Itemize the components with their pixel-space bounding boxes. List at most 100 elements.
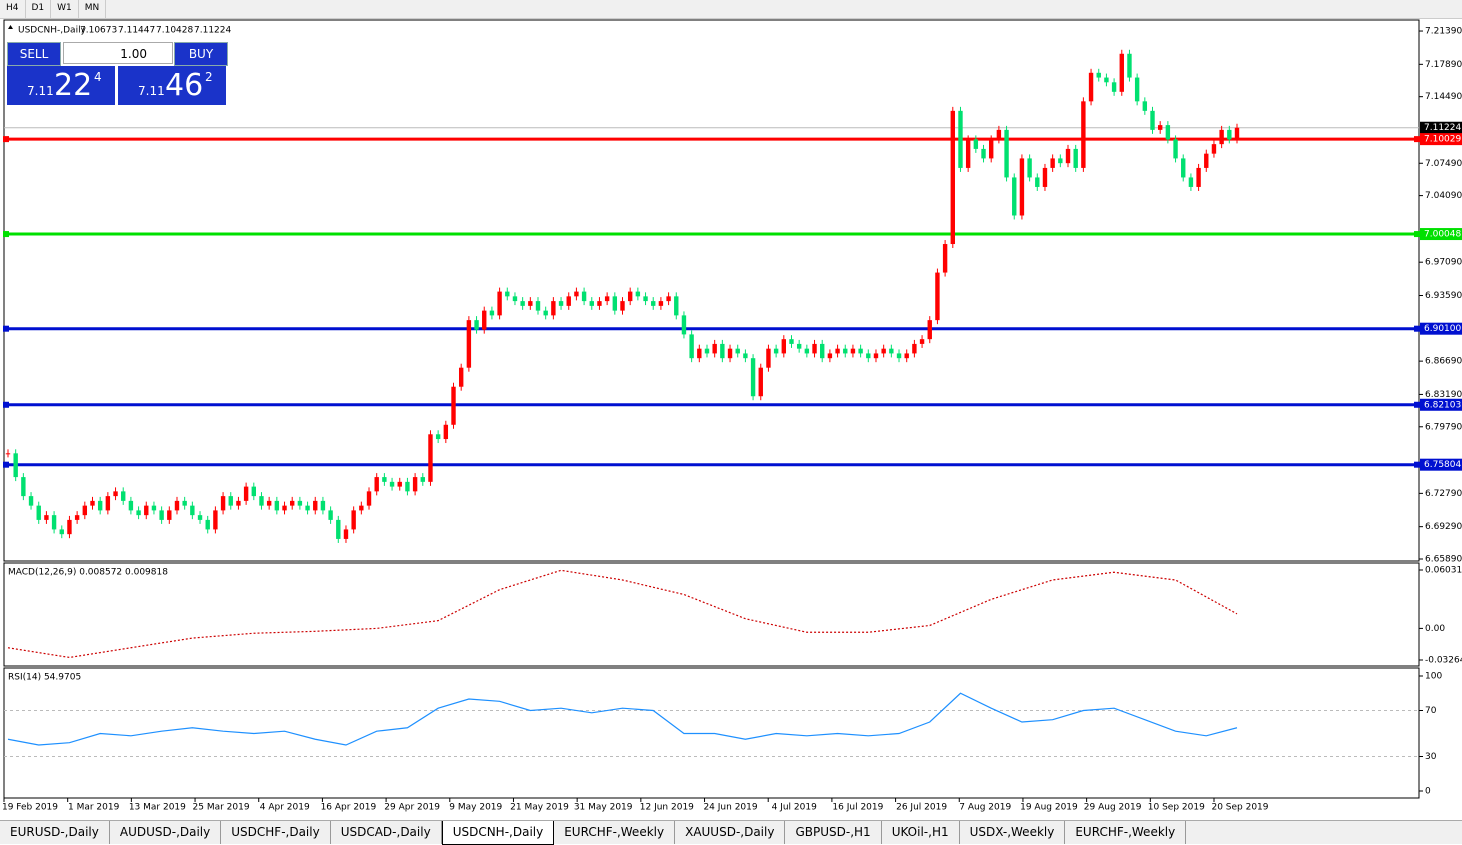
candle [681,315,687,335]
ohlc-low: 7.10428 [156,26,193,36]
chart: USDCNH-,Daily 7.10673 7.11447 7.10428 7.… [2,19,1462,813]
candle [904,353,909,359]
x-tick-label: 21 May 2019 [510,803,569,813]
chart-tab[interactable]: XAUUSD-,Daily [675,821,786,844]
candle [689,334,694,359]
chart-tab[interactable]: UKOil-,H1 [882,821,960,844]
candle [1196,167,1201,187]
candle [965,139,971,168]
trade-panel: SELL 1.00 BUY 7.11 22 4 7.11 46 2 [7,42,228,106]
x-tick-label: 13 Mar 2019 [129,803,186,813]
candle [958,110,963,168]
chart-tab[interactable]: EURCHF-,Weekly [1065,821,1187,844]
y-tick-label: 6.93590 [1425,291,1462,301]
candle [374,477,379,492]
x-tick-label: 4 Jul 2019 [772,803,817,813]
candle [458,367,464,387]
timeframe-button[interactable]: MN [79,0,107,18]
candle [1157,125,1163,130]
ask-quote[interactable]: 7.11 46 2 [118,66,226,105]
candle [74,515,80,520]
candle [812,343,817,354]
candle [97,500,103,511]
candle [1058,158,1063,164]
chart-tab[interactable]: USDX-,Weekly [960,821,1066,844]
y-tick-label: 0.060317 [1425,566,1462,576]
candle [82,505,88,516]
candle [1173,139,1178,159]
candle [889,348,894,354]
indicator-line [7,692,1238,746]
chart-tab[interactable]: AUDUSD-,Daily [110,821,222,844]
candle [305,505,310,511]
timeframe-button[interactable]: H4 [0,0,26,18]
candle [1127,53,1132,78]
level-handle [1414,401,1420,408]
level-label: 6.82103 [1424,400,1461,410]
chart-tab[interactable]: USDCAD-,Daily [331,821,442,844]
chart-tab[interactable]: GBPUSD-,H1 [785,821,882,844]
chart-tab[interactable]: USDCNH-,Daily [441,821,555,845]
candle [466,320,472,368]
y-tick-label: 100 [1425,672,1442,682]
candle [1104,77,1109,83]
x-tick-label: 25 Mar 2019 [193,803,250,813]
x-tick-label: 29 Aug 2019 [1084,803,1142,813]
candle [1204,153,1209,168]
candle [804,348,810,354]
bid-quote[interactable]: 7.11 22 4 [7,66,115,105]
candle [274,500,280,511]
candle [843,348,848,354]
y-tick-label: 7.04090 [1425,191,1462,201]
rsi-title: RSI(14) 54.9705 [8,673,81,683]
candle [128,500,134,511]
timeframe-button[interactable]: W1 [51,0,79,18]
chart-tab[interactable]: EURCHF-,Weekly [554,821,676,844]
candle [266,500,272,506]
candle [389,481,395,487]
candle [366,491,372,506]
candle [881,348,886,354]
candle [896,353,902,359]
x-tick-label: 31 May 2019 [574,803,633,813]
rsi-frame [3,667,1420,799]
candle [36,505,41,520]
chart-tab[interactable]: EURUSD-,Daily [0,821,110,844]
level-tag [1420,322,1462,335]
candle [1004,129,1009,178]
candle [489,310,495,316]
sell-button[interactable]: SELL [7,42,61,66]
candle [90,500,95,506]
candle [996,129,1002,140]
candle [720,343,725,359]
tab-bar: EURUSD-,Daily AUDUSD-,Daily USDCHF-,Daily U… [0,820,1462,845]
candle [528,301,533,306]
candle [136,510,141,516]
y-tick-label: -0.032648 [1425,656,1462,666]
x-tick-label: 19 Aug 2019 [1020,803,1078,813]
candle [113,491,118,497]
timeframe-button[interactable]: D1 [26,0,52,18]
lot-input[interactable]: 1.00 [63,42,173,64]
buy-button[interactable]: BUY [174,42,228,66]
candle [635,291,641,297]
candle [820,343,825,359]
candle [59,529,64,535]
candle [850,348,856,354]
y-tick-label: 7.21390 [1425,27,1462,37]
candle [1234,127,1240,140]
candle [574,291,579,297]
chart-tab[interactable]: USDCHF-,Daily [221,821,331,844]
level-handle [3,231,9,238]
candle [236,500,241,506]
candle [343,529,349,539]
candle [1096,72,1101,78]
candle [950,110,955,245]
candle [735,348,740,354]
ask-pips: 46 [165,68,204,103]
level-label: 7.00048 [1424,230,1461,240]
x-tick-label: 9 May 2019 [449,803,502,813]
candle [766,348,771,368]
candle [382,477,387,482]
candle [213,510,218,530]
